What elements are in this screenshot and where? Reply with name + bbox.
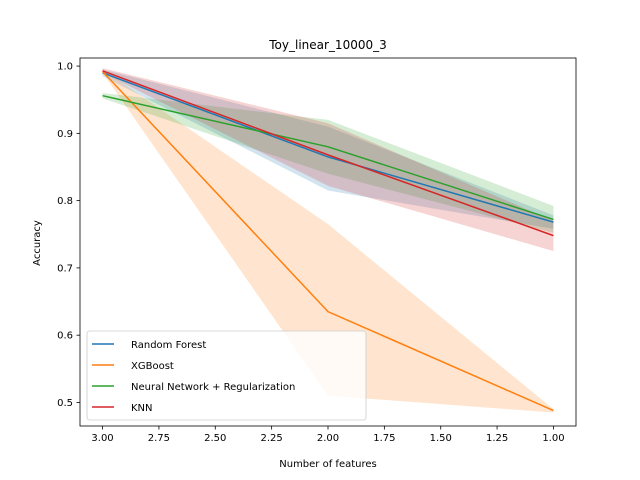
y-tick-label: 0.9 (57, 129, 73, 140)
band-1 (102, 69, 554, 413)
y-tick-label: 0.6 (57, 331, 73, 342)
x-tick-label: 1.75 (373, 433, 395, 444)
x-tick-label: 2.00 (317, 433, 339, 444)
legend: Random Forest XGBoost Neural Network + Reg… (86, 330, 367, 421)
x-tick-label: 2.75 (148, 433, 170, 444)
y-tick-label: 0.7 (57, 263, 73, 274)
x-axis-ticks: 3.00 2.75 2.50 2.25 2.00 1.75 1.50 1.25 1.00 (91, 426, 565, 444)
y-axis-label: Accuracy (32, 220, 43, 266)
legend-box (86, 330, 367, 421)
x-tick-label: 1.25 (486, 433, 508, 444)
series-line-3 (102, 70, 554, 237)
y-axis-ticks: 0.5 0.6 0.7 0.8 0.9 1.0 (57, 62, 80, 409)
y-tick-label: 0.5 (57, 398, 73, 409)
x-tick-label: 2.25 (261, 433, 283, 444)
y-tick-label: 0.8 (57, 196, 73, 207)
series-line-0 (102, 72, 554, 223)
series-line-1 (102, 70, 554, 412)
y-tick-label: 1.0 (57, 62, 73, 73)
legend-label: KNN (131, 403, 153, 414)
legend-label: XGBoost (131, 361, 174, 372)
chart-title: Toy_linear_10000_3 (268, 38, 387, 52)
x-tick-label: 1.50 (430, 433, 452, 444)
legend-label: Random Forest (131, 340, 206, 351)
series-lines (102, 70, 554, 412)
x-tick-label: 3.00 (91, 433, 113, 444)
x-tick-label: 1.00 (542, 433, 564, 444)
x-tick-label: 2.50 (204, 433, 226, 444)
band-2 (102, 92, 554, 233)
band-3 (102, 68, 554, 252)
series-line-2 (102, 94, 554, 221)
legend-label: Neural Network + Regularization (131, 382, 295, 393)
x-axis-label: Number of features (279, 459, 376, 470)
